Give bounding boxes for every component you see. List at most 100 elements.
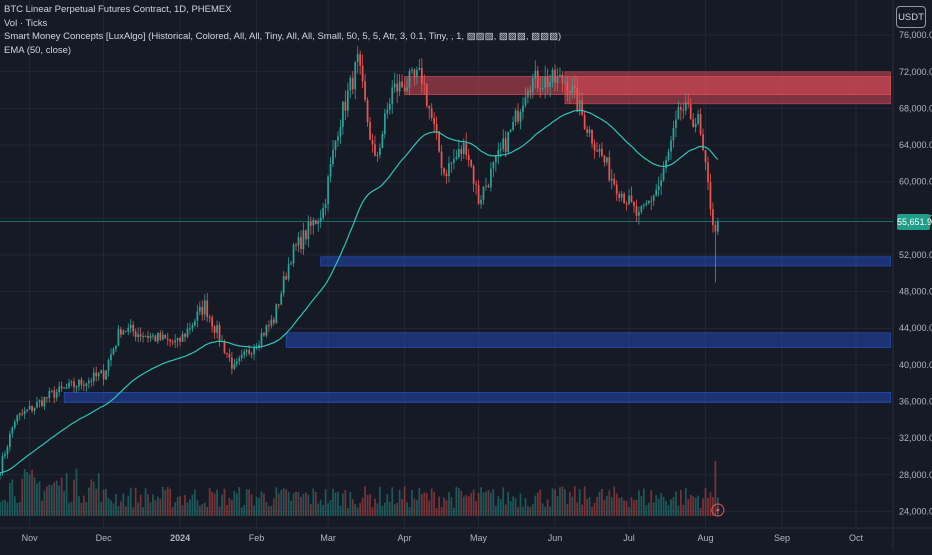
volume-bar — [243, 505, 246, 516]
candle-body — [63, 387, 66, 389]
volume-bar — [314, 491, 317, 516]
candle-body — [307, 222, 310, 240]
volume-bar — [638, 490, 640, 516]
candle-body — [615, 184, 618, 195]
volume-bar — [324, 489, 327, 516]
volume-bar — [63, 491, 66, 516]
candle-body — [546, 76, 549, 87]
volume-bar — [18, 501, 21, 516]
candle-body — [87, 380, 90, 384]
volume-bar — [522, 506, 524, 516]
volume-bar — [433, 491, 436, 516]
candle-body — [346, 90, 349, 111]
volume-bar — [504, 504, 507, 516]
smc-legend[interactable]: Smart Money Concepts [LuxAlgo] (Historic… — [4, 31, 562, 43]
volume-bar — [551, 488, 554, 516]
candle-body — [105, 370, 107, 380]
candle-body — [675, 119, 677, 128]
candle-body — [396, 83, 399, 92]
candle-body — [92, 372, 95, 382]
candle-body — [430, 108, 433, 118]
volume-bar — [487, 490, 490, 516]
candle-body — [655, 189, 658, 196]
lightning-icon — [711, 503, 725, 517]
volume-bar — [107, 498, 110, 516]
candle-body — [388, 103, 391, 110]
candle-body — [85, 383, 88, 386]
volume-bar — [344, 490, 347, 516]
candle-body — [245, 350, 248, 352]
candle-body — [522, 105, 524, 112]
candle-body — [509, 129, 512, 132]
candle-body — [226, 352, 228, 354]
candle-body — [435, 124, 438, 132]
volume-bar — [196, 500, 199, 516]
volume-bar — [379, 486, 381, 516]
y-tick-label: 36,000.0 — [899, 397, 932, 407]
markers — [711, 503, 725, 517]
volume-bar — [277, 493, 280, 516]
candle-body — [238, 358, 241, 362]
candle-body — [75, 386, 78, 388]
candle-body — [97, 373, 100, 377]
volume-bar — [381, 505, 384, 516]
volume-bar — [46, 486, 48, 516]
candle-body — [379, 147, 381, 155]
volume-bar — [73, 479, 75, 516]
volume-bar — [102, 489, 105, 516]
volume-bar — [430, 488, 433, 516]
candle-body — [684, 102, 687, 111]
volume-bar — [26, 471, 28, 516]
volume-bar — [354, 503, 357, 516]
volume-bar — [129, 487, 132, 516]
candle-body — [211, 317, 214, 327]
candle-body — [438, 131, 440, 152]
candle-body — [531, 78, 534, 93]
volume-legend[interactable]: Vol · Ticks — [4, 17, 48, 29]
volume-bar — [359, 503, 362, 516]
time-axis[interactable]: Nov Dec 2024 Feb Mar Apr May Jun Jul Aug Sep Oct — [22, 533, 864, 543]
candle-body — [115, 345, 117, 349]
candle-body — [652, 195, 655, 201]
candle-body — [381, 133, 384, 148]
candle-body — [364, 81, 366, 101]
volume-bar — [425, 493, 428, 516]
candle-body — [433, 117, 436, 125]
candle-body — [280, 293, 283, 305]
candle-body — [457, 149, 460, 158]
volume-bar — [194, 489, 196, 516]
candle-body — [152, 335, 154, 337]
volume-bar — [531, 503, 534, 516]
candle-body — [628, 195, 630, 205]
volume-bar — [272, 498, 275, 516]
candle-body — [411, 69, 413, 72]
volume-bar — [694, 497, 697, 516]
candle-body — [120, 329, 122, 335]
candle-body — [100, 370, 103, 374]
candle-body — [179, 337, 181, 342]
volume-bars — [0, 461, 719, 516]
candle-body — [80, 379, 83, 385]
volume-bar — [561, 486, 564, 516]
candle-body — [129, 325, 132, 328]
volume-bar — [366, 494, 369, 516]
x-tick-label: May — [470, 533, 488, 543]
price-axis[interactable]: 24,000.0 28,000.0 32,000.0 36,000.0 40,000.0… — [899, 30, 932, 516]
volume-bar — [524, 497, 527, 516]
candle-body — [169, 339, 172, 342]
chart-title[interactable]: BTC Linear Perpetual Futures Contract, 1… — [4, 4, 232, 15]
candle-body — [512, 122, 514, 130]
volume-bar — [455, 486, 458, 516]
volume-bar — [401, 498, 403, 516]
ema-legend[interactable]: EMA (50, close) — [4, 44, 72, 56]
currency-button[interactable]: USDT — [896, 6, 926, 28]
candle-body — [16, 415, 19, 422]
x-tick-label: Feb — [249, 533, 265, 543]
candle-body — [157, 332, 159, 342]
candle-body — [608, 157, 611, 181]
candle-body — [477, 184, 480, 204]
volume-bar — [494, 505, 497, 516]
